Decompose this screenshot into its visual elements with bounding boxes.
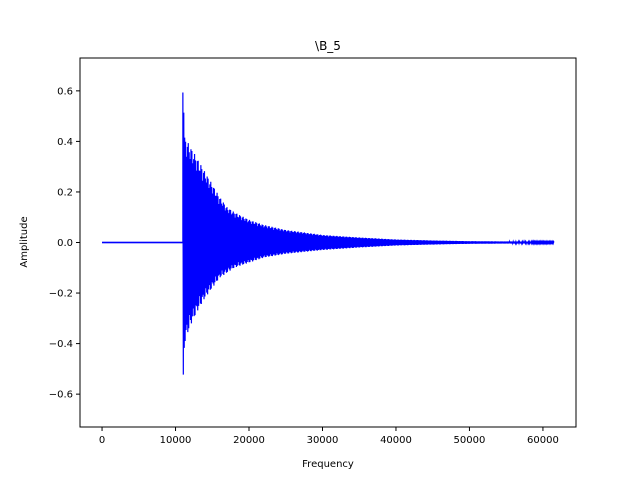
y-tick-label: 0.2 [57, 187, 73, 198]
y-tick-label: −0.4 [49, 339, 73, 350]
x-tick-label: 0 [99, 435, 105, 446]
x-tick-label: 50000 [454, 435, 486, 446]
y-tick-label: −0.6 [49, 390, 73, 401]
y-tick-label: 0.6 [57, 86, 73, 97]
plot-area [102, 92, 555, 375]
y-tick-label: 0.0 [57, 238, 73, 249]
y-tick-label: −0.2 [49, 289, 73, 300]
y-axis: −0.6 −0.4 −0.2 0.0 0.2 0.4 0.6 [49, 86, 80, 401]
x-tick-label: 20000 [233, 435, 265, 446]
x-tick-label: 60000 [527, 435, 559, 446]
x-axis: 0 10000 20000 30000 40000 50000 60000 [99, 427, 559, 446]
chart-title: \B_5 [315, 39, 341, 53]
x-tick-label: 30000 [307, 435, 339, 446]
x-axis-label: Frequency [302, 459, 354, 470]
y-axis-label: Amplitude [19, 216, 30, 267]
x-tick-label: 10000 [160, 435, 192, 446]
x-tick-label: 40000 [380, 435, 412, 446]
y-tick-label: 0.4 [57, 137, 73, 148]
